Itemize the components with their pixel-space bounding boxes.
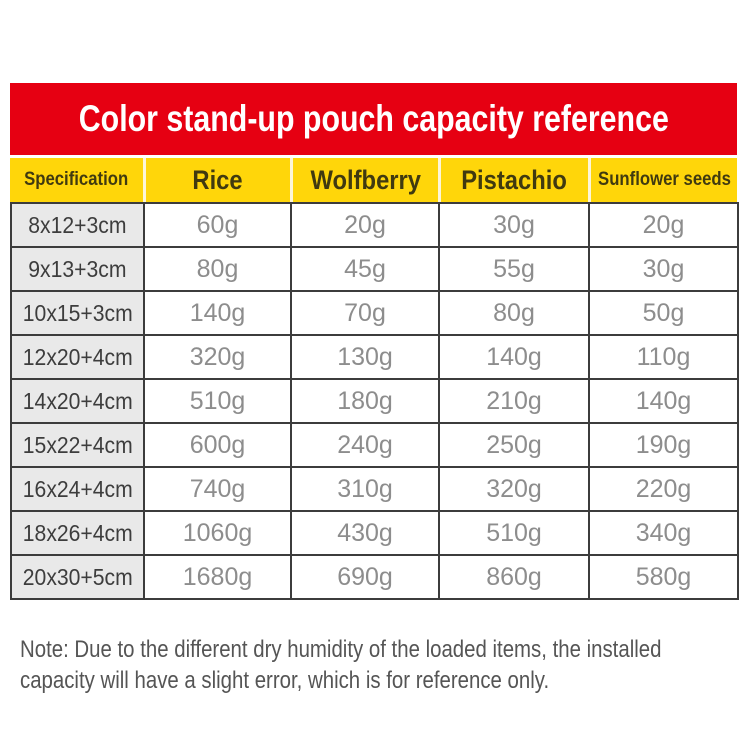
value-cell: 860g [438, 554, 590, 600]
spec-cell: 10x15+3cm [10, 290, 145, 336]
note-text: Note: Due to the different dry humidity … [20, 634, 750, 696]
value-cell: 510g [438, 510, 590, 556]
spec-label: 8x12+3cm [28, 211, 127, 238]
column-header-specification-label: Specification [24, 169, 129, 190]
spec-label: 15x22+4cm [22, 431, 133, 458]
spec-label: 18x26+4cm [22, 519, 133, 546]
value-cell: 80g [143, 246, 292, 292]
value-cell: 600g [143, 422, 292, 468]
value-cell: 740g [143, 466, 292, 512]
spec-label: 9x13+3cm [28, 255, 127, 282]
spec-cell: 18x26+4cm [10, 510, 145, 556]
page-title: Color stand-up pouch capacity reference [78, 98, 669, 139]
value-cell: 110g [588, 334, 739, 380]
value-cell: 60g [143, 202, 292, 248]
value-cell: 240g [290, 422, 440, 468]
value-cell: 320g [143, 334, 292, 380]
value-cell: 690g [290, 554, 440, 600]
table-row: 12x20+4cm 320g 130g 140g 110g [10, 334, 739, 380]
value-cell: 30g [588, 246, 739, 292]
table-header-row: Specification Rice Wolfberry Pistachio S… [10, 158, 737, 202]
title-banner: Color stand-up pouch capacity reference [10, 83, 737, 155]
value-cell: 430g [290, 510, 440, 556]
value-cell: 220g [588, 466, 739, 512]
value-cell: 30g [438, 202, 590, 248]
value-cell: 130g [290, 334, 440, 380]
value-cell: 20g [588, 202, 739, 248]
value-cell: 50g [588, 290, 739, 336]
table-row: 14x20+4cm 510g 180g 210g 140g [10, 378, 739, 424]
column-header-sunflower-seeds-label: Sunflower seeds [597, 169, 731, 190]
value-cell: 580g [588, 554, 739, 600]
column-header-specification: Specification [10, 158, 143, 202]
value-cell: 250g [438, 422, 590, 468]
value-cell: 190g [588, 422, 739, 468]
spec-cell: 16x24+4cm [10, 466, 145, 512]
column-header-pistachio: Pistachio [438, 158, 588, 202]
spec-cell: 9x13+3cm [10, 246, 145, 292]
table-row: 18x26+4cm 1060g 430g 510g 340g [10, 510, 739, 556]
value-cell: 80g [438, 290, 590, 336]
spec-label: 10x15+3cm [22, 299, 133, 326]
value-cell: 45g [290, 246, 440, 292]
spec-label: 16x24+4cm [22, 475, 133, 502]
value-cell: 20g [290, 202, 440, 248]
spec-label: 20x30+5cm [22, 563, 133, 590]
column-header-wolfberry: Wolfberry [290, 158, 438, 202]
spec-cell: 14x20+4cm [10, 378, 145, 424]
value-cell: 310g [290, 466, 440, 512]
value-cell: 510g [143, 378, 292, 424]
column-header-rice: Rice [143, 158, 290, 202]
spec-cell: 15x22+4cm [10, 422, 145, 468]
note-line-1: Note: Due to the different dry humidity … [20, 636, 662, 663]
value-cell: 140g [143, 290, 292, 336]
spec-label: 12x20+4cm [22, 343, 133, 370]
table-row: 16x24+4cm 740g 310g 320g 220g [10, 466, 739, 512]
value-cell: 1680g [143, 554, 292, 600]
value-cell: 210g [438, 378, 590, 424]
value-cell: 70g [290, 290, 440, 336]
value-cell: 340g [588, 510, 739, 556]
value-cell: 320g [438, 466, 590, 512]
spec-label: 14x20+4cm [22, 387, 133, 414]
spec-cell: 8x12+3cm [10, 202, 145, 248]
table-row: 20x30+5cm 1680g 690g 860g 580g [10, 554, 739, 600]
value-cell: 55g [438, 246, 590, 292]
column-header-pistachio-label: Pistachio [461, 164, 568, 195]
note-line-2: capacity will have a slight error, which… [20, 667, 550, 694]
value-cell: 180g [290, 378, 440, 424]
table-row: 9x13+3cm 80g 45g 55g 30g [10, 246, 739, 292]
value-cell: 1060g [143, 510, 292, 556]
table-row: 15x22+4cm 600g 240g 250g 190g [10, 422, 739, 468]
column-header-rice-label: Rice [192, 164, 244, 195]
spec-cell: 20x30+5cm [10, 554, 145, 600]
value-cell: 140g [588, 378, 739, 424]
value-cell: 140g [438, 334, 590, 380]
capacity-table: 8x12+3cm 60g 20g 30g 20g 9x13+3cm 80g 45… [10, 202, 739, 600]
spec-cell: 12x20+4cm [10, 334, 145, 380]
column-header-wolfberry-label: Wolfberry [310, 164, 421, 195]
table-row: 10x15+3cm 140g 70g 80g 50g [10, 290, 739, 336]
column-header-sunflower-seeds: Sunflower seeds [588, 158, 737, 202]
table-row: 8x12+3cm 60g 20g 30g 20g [10, 202, 739, 248]
